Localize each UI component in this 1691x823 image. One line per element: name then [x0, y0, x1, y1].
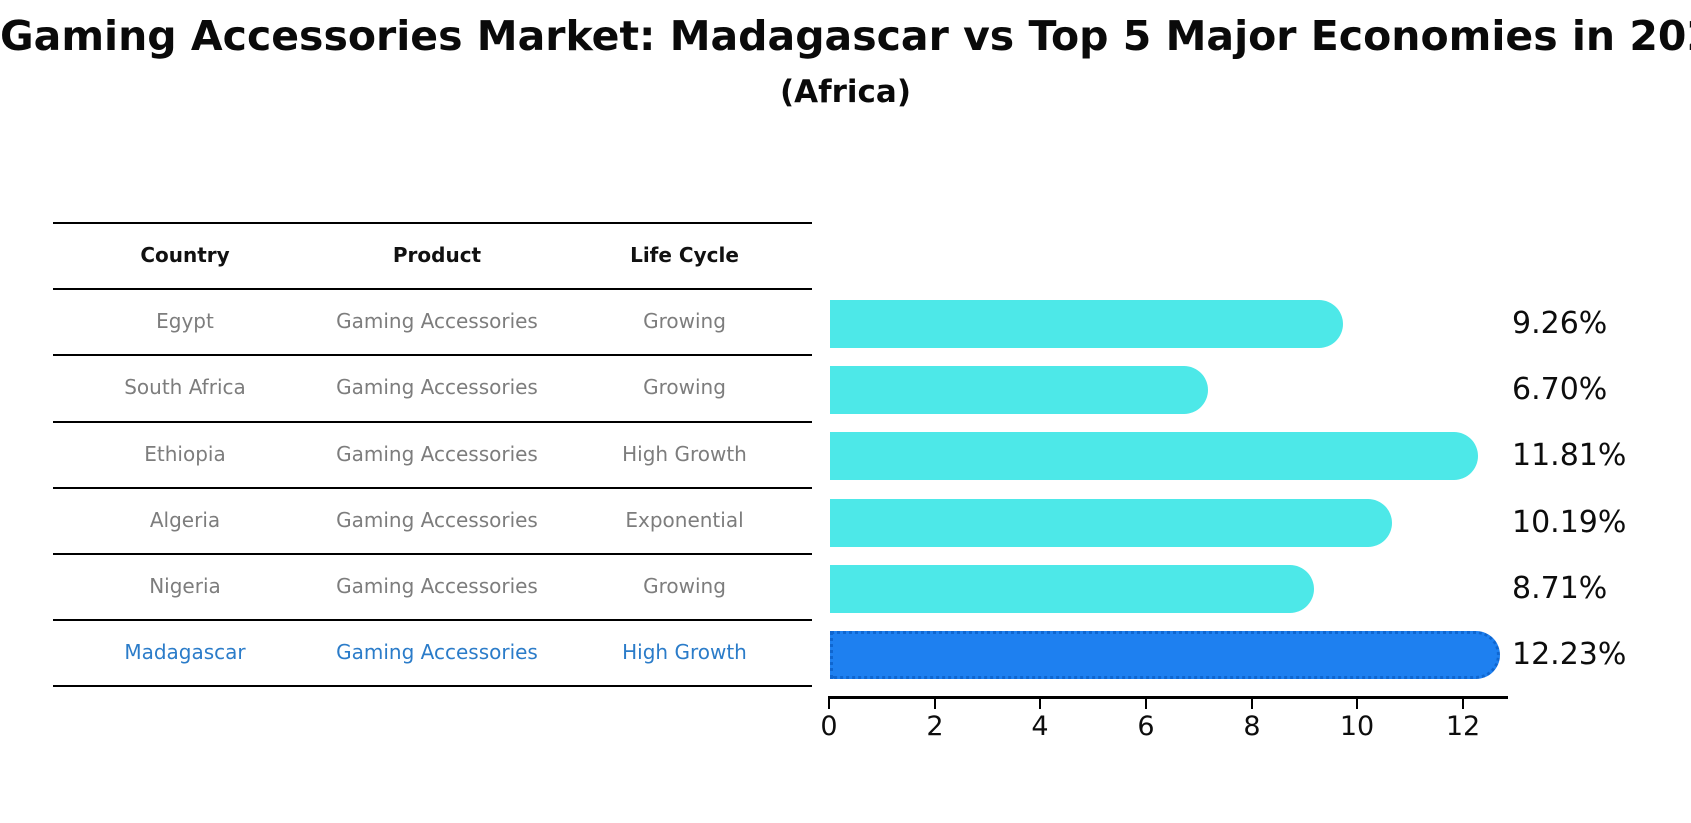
- x-axis-tick-label: 10: [1339, 711, 1375, 742]
- bar-ethiopia: [830, 432, 1478, 480]
- table-rule: [53, 421, 812, 423]
- cell-country: Ethiopia: [144, 442, 226, 466]
- x-axis-tick-label: 4: [1031, 711, 1049, 742]
- table-rule: [53, 354, 812, 356]
- chart-subtitle: (Africa): [779, 74, 912, 110]
- cell-life-cycle: High Growth: [622, 442, 747, 466]
- bar-madagascar: [830, 631, 1500, 679]
- x-axis-tick: [1356, 699, 1358, 709]
- bar-nigeria: [830, 565, 1314, 613]
- table-row: South Africa Gaming Accessories Growing: [53, 354, 812, 420]
- cell-product: Gaming Accessories: [336, 640, 538, 664]
- cell-country: Nigeria: [149, 574, 221, 598]
- table-row: Ethiopia Gaming Accessories High Growth: [53, 421, 812, 487]
- cell-life-cycle: Growing: [643, 375, 726, 399]
- x-axis-tick-label: 8: [1243, 711, 1261, 742]
- cell-product: Gaming Accessories: [336, 442, 538, 466]
- bar-value-label: 11.81%: [1512, 438, 1627, 473]
- cell-country: Algeria: [149, 508, 221, 532]
- x-axis-line: [828, 696, 1508, 699]
- x-axis-tick-label: 6: [1137, 711, 1155, 742]
- x-axis-tick-label: 0: [820, 711, 838, 742]
- table-rule: [53, 685, 812, 687]
- table-row: Algeria Gaming Accessories Exponential: [53, 487, 812, 553]
- cell-product: Gaming Accessories: [336, 309, 538, 333]
- table-rule: [53, 487, 812, 489]
- column-header-product: Product: [392, 243, 482, 267]
- bar-value-label: 12.23%: [1512, 637, 1627, 672]
- table-rule: [53, 222, 812, 224]
- bar-value-label: 8.71%: [1512, 571, 1608, 606]
- bar-value-label: 9.26%: [1512, 306, 1608, 341]
- cell-country: Egypt: [156, 309, 214, 333]
- x-axis-tick-label: 2: [926, 711, 944, 742]
- bar-south-africa: [830, 366, 1208, 414]
- x-axis-tick: [1039, 699, 1041, 709]
- column-header-country: Country: [140, 243, 230, 267]
- x-axis-tick: [1251, 699, 1253, 709]
- cell-country: Madagascar: [124, 640, 246, 664]
- cell-country: South Africa: [124, 375, 246, 399]
- table-rule: [53, 553, 812, 555]
- x-axis-tick: [1462, 699, 1464, 709]
- cell-life-cycle: Growing: [643, 309, 726, 333]
- bar-value-label: 6.70%: [1512, 372, 1608, 407]
- x-axis-tick: [828, 699, 830, 709]
- cell-product: Gaming Accessories: [336, 574, 538, 598]
- cell-product: Gaming Accessories: [336, 375, 538, 399]
- table-row: Nigeria Gaming Accessories Growing: [53, 553, 812, 619]
- table-rule: [53, 619, 812, 621]
- cell-life-cycle: High Growth: [622, 640, 747, 664]
- table-rule: [53, 288, 812, 290]
- cell-life-cycle: Growing: [643, 574, 726, 598]
- cell-product: Gaming Accessories: [336, 508, 538, 532]
- cell-life-cycle: Exponential: [625, 508, 744, 532]
- table-row-highlight-madagascar: Madagascar Gaming Accessories High Growt…: [53, 619, 812, 685]
- x-axis-tick: [934, 699, 936, 709]
- bar-value-label: 10.19%: [1512, 505, 1627, 540]
- column-header-lifecycle: Life Cycle: [630, 243, 739, 267]
- x-axis-tick-label: 12: [1445, 711, 1481, 742]
- x-axis-tick: [1145, 699, 1147, 709]
- table-row: Egypt Gaming Accessories Growing: [53, 288, 812, 354]
- bar-egypt: [830, 300, 1343, 348]
- chart-title: Gaming Accessories Market: Madagascar vs…: [0, 12, 1691, 60]
- bar-algeria: [830, 499, 1392, 547]
- table-header-row: Country Product Life Cycle: [53, 222, 812, 288]
